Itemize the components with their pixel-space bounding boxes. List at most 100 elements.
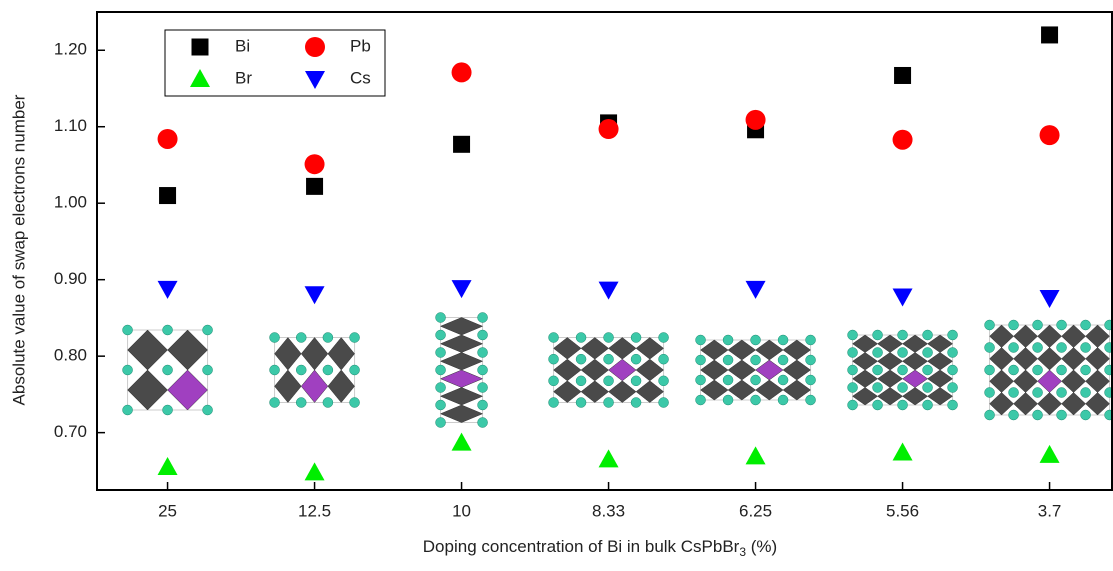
atom bbox=[478, 348, 488, 358]
atom bbox=[696, 335, 706, 345]
y-tick-label: 1.20 bbox=[54, 40, 87, 59]
atom bbox=[848, 365, 858, 375]
atom bbox=[806, 335, 816, 345]
point bbox=[305, 462, 325, 480]
atom bbox=[549, 333, 559, 343]
x-tick-label: 5.56 bbox=[886, 501, 919, 520]
point bbox=[452, 433, 472, 451]
atom bbox=[659, 376, 669, 386]
octahedron bbox=[636, 381, 664, 403]
octahedron bbox=[441, 318, 483, 336]
atom bbox=[806, 375, 816, 385]
atom bbox=[350, 365, 360, 375]
octahedron bbox=[441, 335, 483, 353]
atom bbox=[659, 333, 669, 343]
atom bbox=[478, 365, 488, 375]
atom bbox=[898, 330, 908, 340]
chart: Absolute value of swap electrons number … bbox=[0, 0, 1113, 571]
atom bbox=[1033, 365, 1043, 375]
octahedron bbox=[636, 338, 664, 360]
atom bbox=[123, 365, 133, 375]
crystal-structure bbox=[696, 335, 816, 405]
atom bbox=[873, 383, 883, 393]
atom bbox=[270, 365, 280, 375]
legend-label: Pb bbox=[350, 36, 371, 55]
point bbox=[306, 178, 323, 195]
point bbox=[599, 282, 619, 300]
octahedron bbox=[328, 370, 355, 403]
point bbox=[452, 62, 472, 82]
atom bbox=[1009, 388, 1019, 398]
octahedron bbox=[301, 370, 328, 403]
atom bbox=[478, 330, 488, 340]
atom bbox=[778, 395, 788, 405]
point bbox=[158, 281, 178, 299]
atom bbox=[270, 398, 280, 408]
atom bbox=[1057, 343, 1067, 353]
atom bbox=[1057, 410, 1067, 420]
atom bbox=[549, 376, 559, 386]
atom bbox=[1033, 320, 1043, 330]
atom bbox=[296, 398, 306, 408]
atom bbox=[631, 333, 641, 343]
atom bbox=[604, 333, 614, 343]
atom bbox=[723, 395, 733, 405]
atom bbox=[898, 400, 908, 410]
crystal-structure bbox=[549, 333, 669, 408]
atom bbox=[576, 333, 586, 343]
atom bbox=[1081, 365, 1091, 375]
octahedron bbox=[554, 359, 582, 381]
atom bbox=[631, 398, 641, 408]
atom bbox=[123, 405, 133, 415]
point bbox=[893, 443, 913, 461]
point bbox=[893, 289, 913, 307]
atom bbox=[1033, 388, 1043, 398]
atom bbox=[948, 330, 958, 340]
atom bbox=[576, 398, 586, 408]
atom bbox=[604, 354, 614, 364]
atom bbox=[631, 376, 641, 386]
atom bbox=[723, 355, 733, 365]
atom bbox=[478, 418, 488, 428]
crystal-structure bbox=[985, 320, 1113, 420]
atom bbox=[1081, 410, 1091, 420]
atom bbox=[848, 383, 858, 393]
atom bbox=[350, 398, 360, 408]
atom bbox=[898, 383, 908, 393]
x-axis-label-main: Doping concentration of Bi in bulk CsPbB… bbox=[423, 537, 740, 556]
atom bbox=[163, 365, 173, 375]
octahedron bbox=[609, 338, 637, 360]
atom bbox=[985, 410, 995, 420]
atom bbox=[1009, 343, 1019, 353]
x-axis-label-end: (%) bbox=[746, 537, 777, 556]
atom bbox=[751, 395, 761, 405]
point bbox=[599, 119, 619, 139]
atom bbox=[123, 325, 133, 335]
atom bbox=[1081, 320, 1091, 330]
atom bbox=[778, 335, 788, 345]
octahedron bbox=[168, 370, 208, 410]
atom bbox=[604, 398, 614, 408]
y-axis-label: Absolute value of swap electrons number bbox=[9, 94, 28, 405]
crystal-structure bbox=[848, 330, 958, 410]
octahedron bbox=[581, 338, 609, 360]
point bbox=[746, 446, 766, 464]
atom bbox=[1033, 343, 1043, 353]
atom bbox=[923, 365, 933, 375]
y-tick-label: 1.00 bbox=[54, 193, 87, 212]
point bbox=[599, 449, 619, 467]
atom bbox=[751, 375, 761, 385]
point bbox=[893, 130, 913, 150]
atom bbox=[778, 375, 788, 385]
point bbox=[1040, 125, 1060, 145]
x-axis-label: Doping concentration of Bi in bulk CsPbB… bbox=[423, 537, 777, 559]
atom bbox=[1009, 320, 1019, 330]
atom bbox=[604, 376, 614, 386]
atom bbox=[1057, 320, 1067, 330]
atom bbox=[948, 383, 958, 393]
atom bbox=[923, 330, 933, 340]
point bbox=[1041, 26, 1058, 43]
atom bbox=[203, 405, 213, 415]
x-tick-label: 12.5 bbox=[298, 501, 331, 520]
atom bbox=[323, 398, 333, 408]
